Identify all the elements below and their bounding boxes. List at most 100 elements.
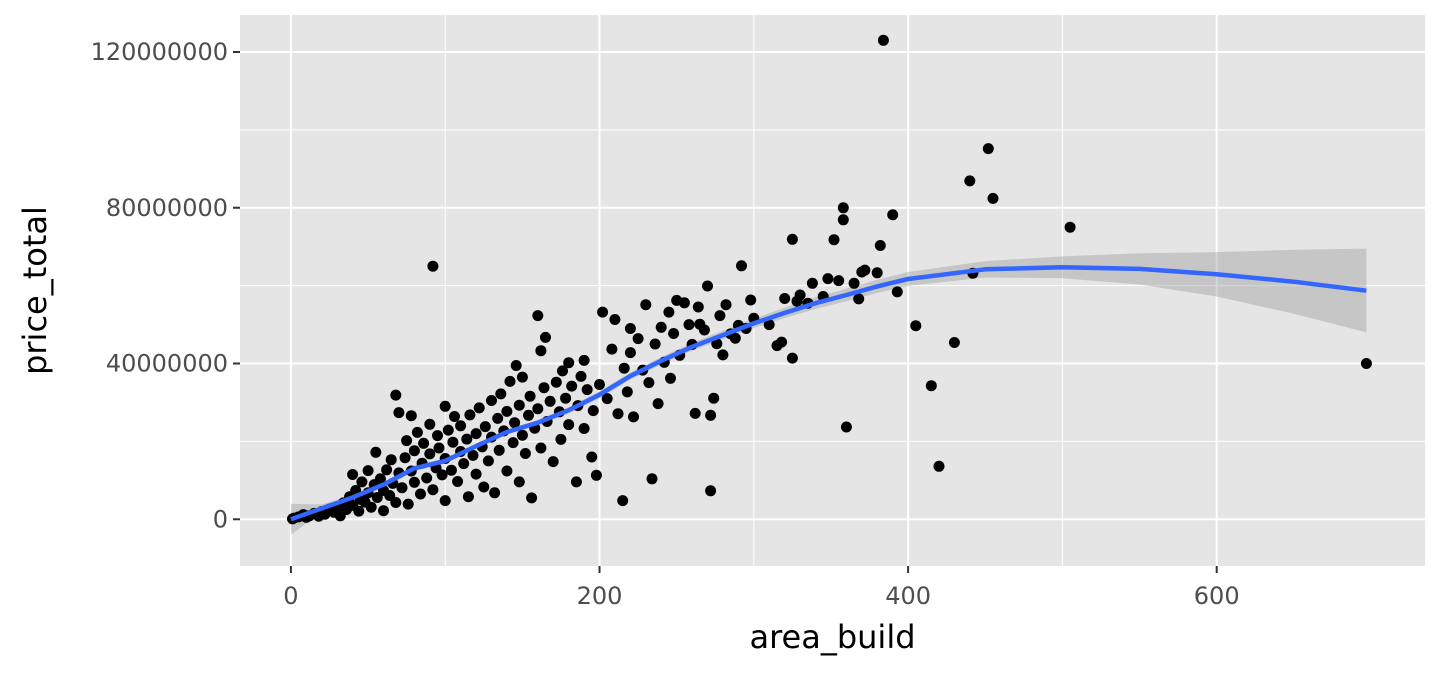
data-point	[507, 437, 519, 449]
data-point	[624, 323, 636, 334]
data-point	[649, 338, 661, 350]
data-point	[408, 445, 420, 457]
data-point	[853, 293, 865, 305]
data-point	[822, 273, 834, 285]
data-point	[982, 143, 994, 155]
data-point	[711, 338, 723, 350]
data-point	[424, 448, 436, 460]
data-point	[401, 435, 413, 447]
data-point	[433, 442, 445, 454]
data-point	[566, 380, 578, 392]
data-point	[482, 455, 494, 467]
data-point	[479, 421, 491, 433]
data-point	[449, 411, 460, 422]
data-point	[786, 233, 798, 245]
data-point	[632, 333, 644, 345]
data-point	[495, 388, 507, 400]
data-point	[837, 202, 849, 214]
data-point	[877, 34, 889, 46]
data-point	[516, 371, 528, 383]
data-point	[560, 392, 572, 404]
data-point	[698, 324, 710, 336]
data-point	[828, 234, 840, 246]
data-point	[628, 411, 639, 423]
data-point	[910, 320, 922, 332]
y-tick-label: 120000000	[91, 38, 228, 66]
data-point	[617, 495, 629, 507]
data-point	[933, 460, 945, 472]
data-point	[347, 469, 359, 480]
data-point	[848, 277, 860, 289]
data-point	[590, 469, 602, 481]
data-point	[547, 456, 559, 468]
data-point	[948, 337, 960, 348]
data-point	[532, 403, 544, 415]
data-point	[776, 336, 788, 348]
data-point	[609, 314, 621, 325]
data-point	[418, 437, 430, 449]
data-point	[353, 505, 365, 517]
data-point	[486, 395, 497, 406]
data-point	[640, 299, 652, 311]
data-point	[455, 420, 467, 432]
data-point	[692, 301, 704, 313]
data-point	[467, 449, 479, 461]
data-point	[1360, 358, 1372, 369]
data-point	[925, 380, 937, 392]
data-point	[714, 310, 726, 322]
data-point	[427, 260, 439, 272]
data-point	[356, 476, 368, 488]
data-point	[442, 424, 454, 436]
data-point	[464, 409, 476, 421]
data-point	[717, 349, 729, 361]
data-point	[891, 286, 903, 298]
data-point	[470, 428, 482, 440]
data-point	[513, 476, 525, 488]
data-point	[544, 395, 556, 407]
data-point	[570, 476, 582, 488]
data-point	[833, 275, 845, 287]
data-point	[374, 473, 386, 485]
data-point	[436, 469, 448, 481]
data-point	[523, 409, 534, 421]
data-point	[837, 214, 849, 226]
data-point	[538, 382, 550, 394]
data-point	[402, 498, 414, 510]
data-point	[535, 442, 547, 454]
data-point	[874, 240, 886, 251]
data-point	[683, 319, 695, 331]
data-point	[668, 328, 680, 339]
data-point	[840, 421, 852, 433]
data-point	[509, 417, 521, 429]
data-point	[612, 408, 624, 420]
data-point	[964, 175, 976, 187]
x-axis-title: area_build	[749, 618, 915, 656]
data-point	[708, 392, 720, 404]
data-point	[779, 293, 791, 304]
data-point	[665, 372, 676, 384]
data-point	[859, 264, 871, 276]
data-point	[794, 289, 806, 301]
data-point	[1064, 221, 1076, 233]
data-point	[621, 386, 633, 398]
data-point	[871, 267, 883, 279]
x-tick-label: 0	[283, 582, 298, 610]
data-point	[526, 492, 538, 504]
data-point	[663, 306, 675, 318]
data-point	[705, 409, 717, 421]
data-point	[408, 476, 420, 488]
data-point	[646, 473, 658, 485]
y-axis-title: price_total	[16, 206, 54, 375]
data-point	[489, 487, 501, 499]
data-point	[594, 379, 605, 390]
data-point	[492, 412, 504, 424]
data-point	[365, 501, 377, 513]
data-point	[745, 294, 757, 306]
data-point	[493, 444, 505, 456]
data-point	[439, 495, 451, 507]
major-gridlines	[240, 15, 1425, 566]
data-point	[597, 306, 609, 318]
data-point	[575, 370, 587, 382]
